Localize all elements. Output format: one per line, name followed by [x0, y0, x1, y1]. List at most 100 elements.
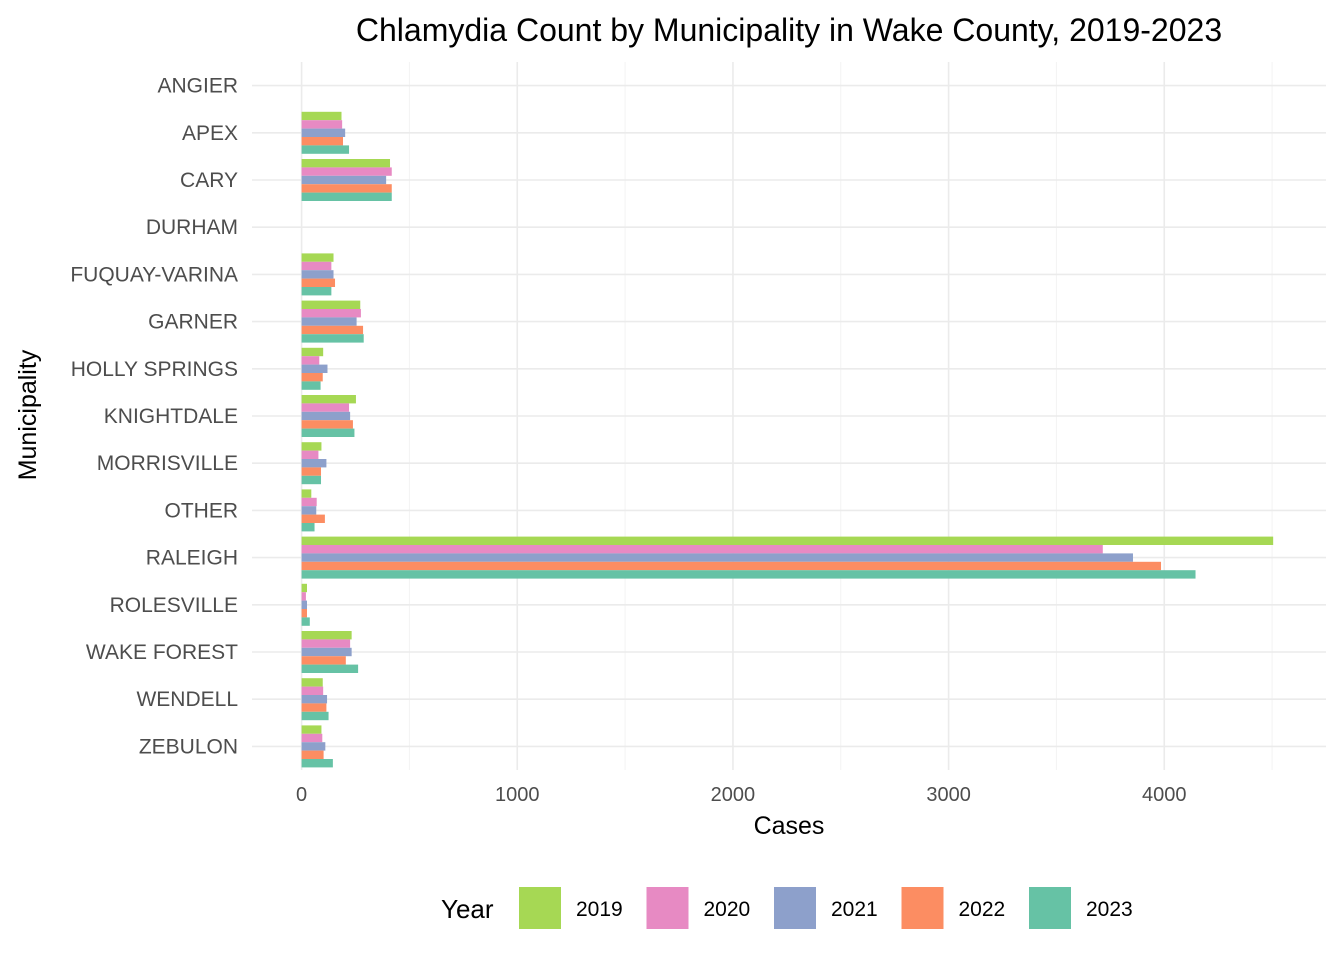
bar: [301, 356, 320, 365]
grid: [252, 62, 1326, 770]
y-tick-label: WENDELL: [136, 688, 238, 711]
bar: [301, 742, 326, 751]
bar: [301, 403, 350, 412]
bar: [301, 750, 324, 759]
bar: [301, 583, 307, 593]
bar: [301, 678, 323, 687]
bar: [301, 523, 315, 532]
bar: [301, 553, 1133, 562]
bar: [301, 617, 310, 626]
bar: [301, 309, 361, 318]
x-tick-label: 4000: [1142, 784, 1187, 806]
bar: [301, 270, 334, 279]
bar: [301, 159, 391, 168]
bar: [301, 497, 317, 507]
legend-label: 2022: [959, 898, 1006, 921]
bar: [301, 711, 329, 721]
bar: [301, 506, 317, 515]
bar: [301, 725, 322, 734]
bar: [301, 639, 351, 648]
bars: [301, 111, 1274, 768]
bar: [301, 334, 364, 343]
bar: [301, 656, 346, 665]
bar: [301, 459, 327, 468]
x-tick-label: 1000: [495, 784, 540, 806]
bar: [301, 184, 392, 193]
y-tick-label: HOLLY SPRINGS: [71, 358, 238, 381]
bar: [301, 192, 392, 201]
bar: [301, 364, 328, 373]
bar: [301, 545, 1103, 554]
y-tick-label: ANGIER: [157, 75, 238, 98]
y-tick-label: MORRISVILLE: [97, 452, 238, 475]
bar: [301, 111, 342, 121]
bar: [301, 317, 357, 326]
x-tick-label: 0: [296, 784, 307, 806]
bar: [301, 128, 346, 137]
bar: [301, 120, 343, 129]
bar: [301, 300, 361, 309]
legend-label: 2020: [704, 898, 751, 921]
bar: [301, 137, 344, 146]
bar: [301, 759, 333, 768]
y-tick-label: OTHER: [165, 499, 239, 522]
y-tick-label: FUQUAY-VARINA: [70, 263, 238, 286]
y-tick-label: ZEBULON: [139, 735, 238, 758]
bar: [301, 600, 307, 609]
bar: [301, 420, 353, 429]
bar: [301, 561, 1162, 571]
y-axis-title: Municipality: [14, 349, 42, 480]
bar: [301, 373, 323, 382]
bar: [301, 631, 352, 640]
bar: [301, 145, 350, 154]
legend-label: 2023: [1086, 898, 1133, 921]
y-tick-label: KNIGHTDALE: [104, 405, 238, 428]
x-tick-label: 2000: [711, 784, 756, 806]
bar: [301, 570, 1196, 579]
legend-key: [774, 887, 816, 929]
bar: [301, 609, 307, 618]
bar: [301, 287, 332, 296]
bar: [301, 428, 355, 437]
y-tick-label: CARY: [180, 169, 238, 192]
bar: [301, 703, 327, 712]
bar: [301, 467, 322, 476]
bar: [301, 395, 356, 404]
legend-key: [646, 887, 689, 929]
legend-key: [901, 887, 944, 929]
y-tick-label: RALEIGH: [146, 547, 238, 570]
bar: [301, 347, 324, 357]
bar: [301, 442, 322, 451]
x-tick-labels: 0 1000 2000 3000 4000: [296, 784, 1186, 806]
bar: [301, 278, 336, 287]
bar: [301, 592, 306, 601]
bar: [301, 325, 364, 335]
legend-label: 2021: [831, 898, 878, 921]
legend: Year 2019 2020 2021 2022 2023: [441, 887, 1133, 929]
bar: [301, 475, 322, 485]
legend-key: [1029, 887, 1071, 929]
bar: [301, 253, 334, 262]
legend-title: Year: [441, 894, 494, 924]
bar: [301, 489, 312, 498]
bar: [301, 647, 352, 657]
bar: [301, 167, 392, 176]
legend-label: 2019: [576, 898, 623, 921]
x-tick-label: 3000: [926, 784, 971, 806]
bar: [301, 733, 323, 743]
bar: [301, 450, 319, 459]
bar: [301, 261, 332, 271]
bar: [301, 695, 328, 704]
bar: [301, 175, 387, 185]
bar: [301, 536, 1274, 545]
bar: [301, 411, 351, 421]
y-tick-label: WAKE FOREST: [86, 641, 238, 664]
legend-key: [519, 887, 561, 929]
y-tick-label: ROLESVILLE: [110, 594, 238, 617]
y-tick-labels: ANGIER APEX CARY DURHAM FUQUAY-VARINA GARNER H…: [70, 75, 238, 759]
bar: [301, 514, 325, 523]
y-tick-label: GARNER: [148, 311, 238, 334]
bar: [301, 686, 324, 695]
bar: [301, 664, 359, 673]
